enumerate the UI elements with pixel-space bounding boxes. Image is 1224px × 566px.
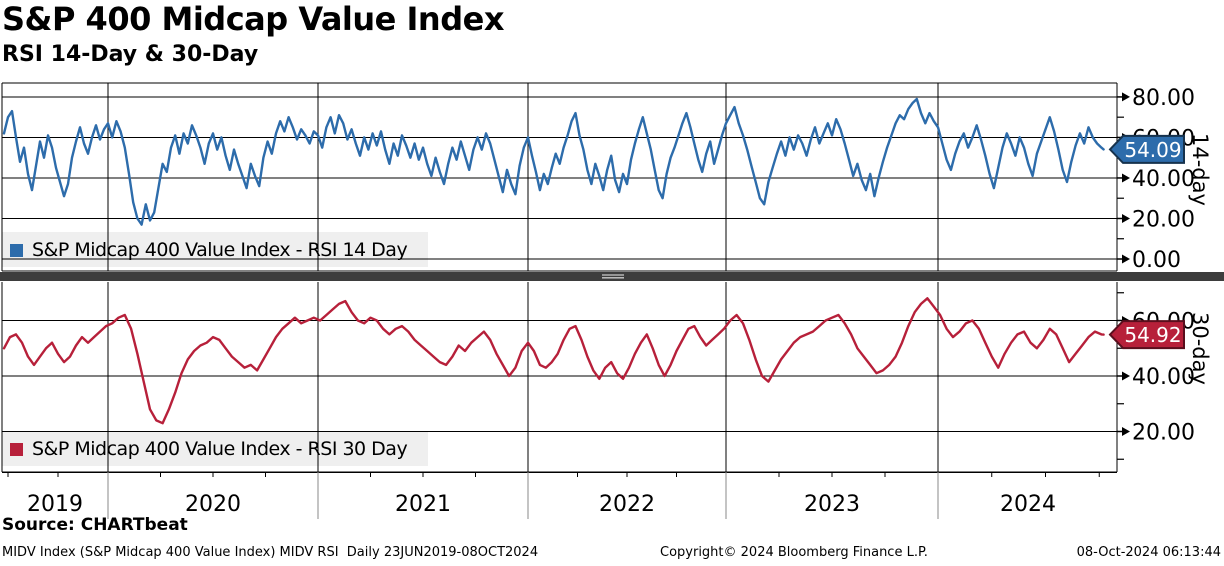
- rsi-30-day-line: [2, 297, 1105, 425]
- legend-rsi-14day: S&P Midcap 400 Value Index - RSI 14 Day: [10, 234, 408, 266]
- legend-label-14day: S&P Midcap 400 Value Index - RSI 14 Day: [32, 239, 408, 261]
- x-year-label: 2020: [185, 492, 241, 517]
- footer-meta: MIDV Index (S&P Midcap 400 Value Index) …: [2, 545, 539, 560]
- x-year-label: 2022: [599, 492, 655, 517]
- y-tick-label: 20.00: [1132, 207, 1195, 232]
- last-value-label-14-day: 54.09: [1124, 138, 1181, 162]
- last-value-tag-14-day: [1108, 134, 1185, 164]
- last-value-label-30-day: 54.92: [1124, 323, 1181, 347]
- y-tick-arrow-icon: [1122, 427, 1130, 436]
- y-tick-label: 80.00: [1132, 86, 1195, 111]
- footer-copyright: Copyright© 2024 Bloomberg Finance L.P.: [660, 545, 928, 560]
- x-year-label: 2021: [395, 492, 451, 517]
- legend-rsi-30day: S&P Midcap 400 Value Index - RSI 30 Day: [10, 433, 408, 465]
- y-tick-arrow-icon: [1122, 213, 1130, 223]
- x-year-label: 2024: [1000, 492, 1056, 517]
- legend-panel: [2, 232, 428, 267]
- y-tick-label: 20.00: [1132, 421, 1195, 446]
- axis-title-30day: 30-day: [1188, 312, 1212, 385]
- y-tick-label: 40.00: [1132, 365, 1195, 390]
- page-subtitle: RSI 14-Day & 30-Day: [2, 42, 259, 67]
- y-tick-arrow-icon: [1122, 173, 1130, 183]
- legend-label-30day: S&P Midcap 400 Value Index - RSI 30 Day: [32, 438, 408, 460]
- legend-panel: [2, 431, 428, 466]
- y-tick-label: 0.00: [1132, 248, 1181, 273]
- panel-divider[interactable]: [0, 272, 1224, 281]
- page-title: S&P 400 Midcap Value Index: [2, 0, 504, 38]
- rsi-14-day-line: [2, 97, 1105, 226]
- axis-title-14day: 14-day: [1188, 133, 1212, 206]
- legend-swatch-30day-icon: [10, 442, 23, 456]
- source-note: Source: CHARTbeat: [2, 515, 188, 535]
- y-tick-arrow-icon: [1122, 371, 1130, 381]
- footer-timestamp: 08-Oct-2024 06:13:44: [1076, 545, 1221, 560]
- y-tick-arrow-icon: [1122, 92, 1130, 102]
- last-value-tag-30-day: [1108, 320, 1185, 350]
- y-tick-label: 40.00: [1132, 167, 1195, 192]
- y-tick-arrow-icon: [1122, 254, 1130, 264]
- x-year-label: 2023: [804, 492, 860, 517]
- x-year-label: 2019: [27, 492, 83, 517]
- legend-swatch-14day-icon: [10, 243, 23, 257]
